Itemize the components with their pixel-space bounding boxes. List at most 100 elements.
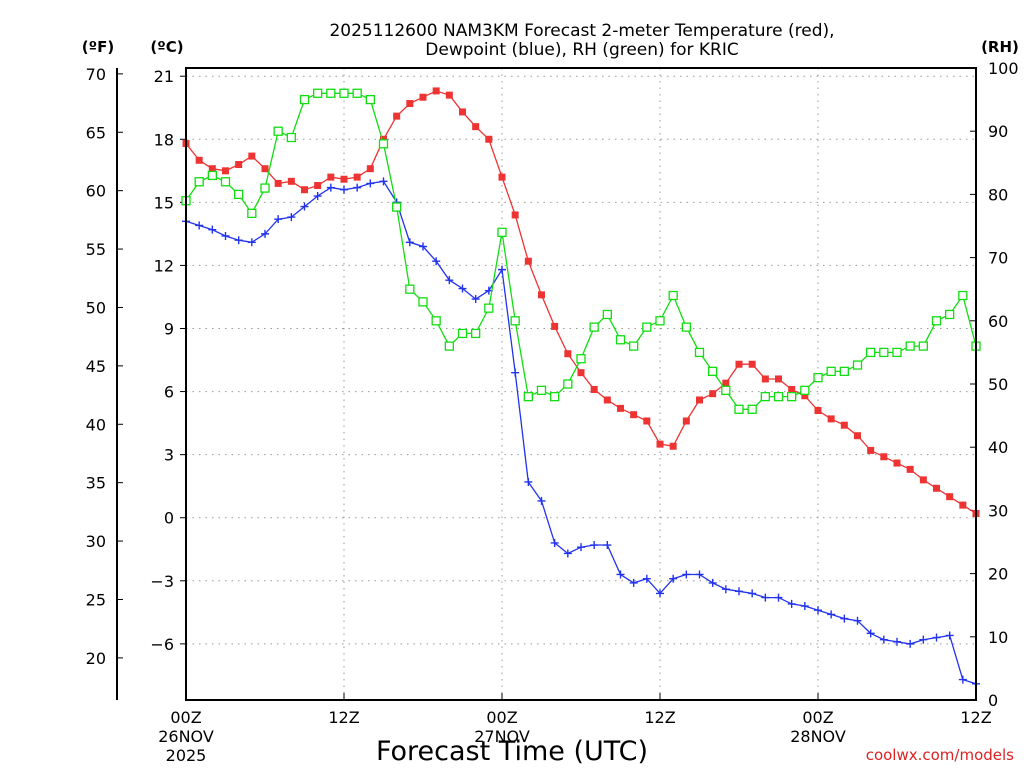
rh-point xyxy=(879,347,889,358)
rh-point xyxy=(299,94,310,105)
celsius-tick-label: −3 xyxy=(150,572,174,591)
temperature-point xyxy=(577,369,585,377)
rh-point xyxy=(721,385,731,395)
series-line-0 xyxy=(185,90,977,515)
rh-point xyxy=(444,341,454,351)
temperature-point xyxy=(353,173,361,181)
dewpoint-point xyxy=(274,215,283,224)
celsius-tick-label: 12 xyxy=(154,256,174,275)
temperature-point xyxy=(485,135,493,143)
dewpoint-point xyxy=(761,593,770,602)
rh-point xyxy=(852,360,863,370)
dewpoint-point xyxy=(590,541,599,550)
rh-tick-label: 40 xyxy=(988,438,1008,457)
dewpoint-point xyxy=(537,496,546,505)
fahrenheit-tick-label: 45 xyxy=(86,357,106,376)
dewpoint-point xyxy=(326,183,335,192)
rh-point xyxy=(931,316,942,326)
rh-point xyxy=(958,290,968,301)
rh-point xyxy=(457,328,468,339)
rh-point xyxy=(760,391,770,402)
rh-point xyxy=(945,309,955,320)
rh-point xyxy=(589,322,599,332)
dewpoint-point xyxy=(748,589,757,598)
dewpoint-point xyxy=(195,221,204,230)
rh-point xyxy=(497,227,507,237)
temperature-point xyxy=(524,257,532,265)
dewpoint-point xyxy=(458,284,467,293)
temperature-point xyxy=(603,396,611,404)
temperature-point xyxy=(709,390,717,398)
temperature-point xyxy=(340,175,348,183)
temperature-point xyxy=(788,385,796,393)
dewpoint-point xyxy=(787,599,796,608)
rh-point xyxy=(905,341,915,351)
dewpoint-point xyxy=(735,587,743,596)
temperature-point xyxy=(538,291,545,299)
rh-tick-label: 100 xyxy=(988,59,1019,78)
rh-point xyxy=(813,373,823,383)
dewpoint-point xyxy=(524,477,533,486)
temperature-point xyxy=(235,161,243,169)
rh-point xyxy=(734,404,744,414)
celsius-unit-label: (ºC) xyxy=(150,38,183,56)
temperature-point xyxy=(590,385,598,393)
temperature-point xyxy=(669,442,677,450)
dewpoint-point xyxy=(300,202,309,211)
celsius-tick-label: 0 xyxy=(164,509,174,528)
fahrenheit-tick-label: 60 xyxy=(86,182,106,201)
temperature-point xyxy=(643,417,651,425)
dewpoint-point xyxy=(616,570,625,579)
rh-point xyxy=(655,316,665,326)
temperature-point xyxy=(287,177,295,185)
temperature-point xyxy=(814,406,822,414)
rh-point xyxy=(826,366,836,377)
fahrenheit-tick-label: 50 xyxy=(86,298,106,317)
dewpoint-point xyxy=(695,570,704,579)
temperature-point xyxy=(919,476,927,484)
dewpoint-point xyxy=(471,295,480,304)
rh-point xyxy=(326,88,336,98)
rh-point xyxy=(918,341,928,351)
temperature-point xyxy=(854,432,861,440)
rh-tick-label: 70 xyxy=(988,249,1008,268)
temperature-point xyxy=(827,415,835,423)
rh-unit-label: (RH) xyxy=(981,38,1019,56)
dewpoint-point xyxy=(577,543,585,552)
fahrenheit-tick-label: 35 xyxy=(86,474,106,493)
rh-point xyxy=(681,322,691,332)
dewpoint-point xyxy=(340,185,348,194)
dewpoint-point xyxy=(656,589,664,598)
rh-point xyxy=(405,284,415,294)
fahrenheit-tick-label: 25 xyxy=(86,590,106,609)
dewpoint-point xyxy=(721,585,730,594)
dewpoint-point xyxy=(432,257,441,266)
credit-text: coolwx.com/models xyxy=(866,746,1014,764)
temperature-point xyxy=(459,108,466,116)
temperature-point xyxy=(551,322,559,330)
dewpoint-point xyxy=(642,574,651,583)
temperature-point xyxy=(761,375,769,383)
rh-tick-label: 90 xyxy=(988,122,1008,141)
fahrenheit-tick-label: 40 xyxy=(86,415,106,434)
temperature-point xyxy=(867,446,875,454)
temperature-point xyxy=(696,396,703,404)
temperature-point xyxy=(274,179,282,187)
rh-tick-label: 30 xyxy=(988,501,1008,520)
dewpoint-point xyxy=(827,610,836,619)
rh-point xyxy=(892,347,902,358)
dewpoint-point xyxy=(919,635,928,644)
rh-tick-label: 10 xyxy=(988,628,1008,647)
dewpoint-point xyxy=(498,265,506,274)
dewpoint-point xyxy=(840,614,849,623)
temperature-point xyxy=(748,360,756,368)
chart-title-line-2: Dewpoint (blue), RH (green) for KRIC xyxy=(425,40,738,60)
celsius-tick-label: 9 xyxy=(164,319,174,338)
fahrenheit-tick-label: 20 xyxy=(86,649,106,668)
dewpoint-point xyxy=(379,177,388,186)
fahrenheit-tick-label: 30 xyxy=(86,532,106,551)
temperature-point xyxy=(301,186,308,194)
temperature-point xyxy=(880,453,888,461)
rh-point xyxy=(220,177,231,187)
rh-point xyxy=(747,404,757,414)
